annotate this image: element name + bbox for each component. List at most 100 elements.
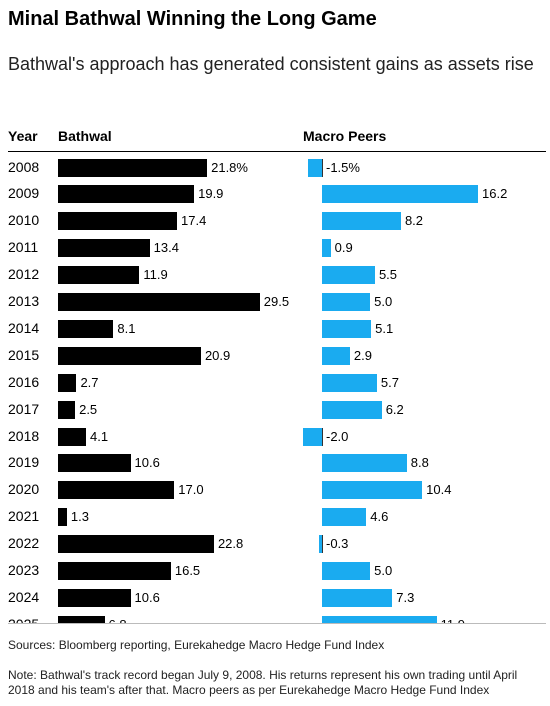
peers-value-label: 5.0: [374, 563, 393, 578]
peers-value-label: 10.4: [426, 482, 452, 498]
chart-subtitle: Bathwal's approach has generated consist…: [8, 54, 534, 74]
year-label: 2011: [8, 239, 39, 256]
year-label: 2014: [8, 319, 40, 336]
peers-value-label: 7.3: [396, 589, 415, 605]
bathwal-value-label: 2.5: [79, 401, 98, 417]
bathwal-bar: [58, 158, 208, 177]
bathwal-value-label: 20.9: [204, 347, 231, 363]
peers-bar: [322, 185, 478, 204]
peers-bar: [322, 400, 382, 419]
bathwal-bar: [58, 293, 260, 311]
bathwal-bar: [58, 427, 87, 446]
year-label: 2025: [8, 615, 40, 624]
year-label: 2019: [8, 454, 40, 471]
bathwal-value-label: 6.8: [109, 617, 127, 624]
year-label: 2009: [8, 185, 40, 202]
year-label: 2013: [8, 293, 40, 309]
bathwal-bar: [58, 185, 195, 204]
bathwal-value-label: 11.9: [143, 267, 168, 283]
peers-column-header: Macro Peers: [303, 128, 387, 144]
peers-bar: [307, 158, 322, 177]
header-rule: [8, 151, 546, 152]
peers-value-label: -2.0: [326, 428, 349, 444]
axis-tick: [322, 535, 323, 554]
chart-body: 2008 21.8% -1.5% 2009 19.9 16.2 2010 17.4 8.2 201…: [0, 152, 550, 624]
year-label: 2018: [8, 427, 40, 444]
axis-tick: [322, 158, 323, 177]
source-note: Sources: Bloomberg reporting, Eurekahedg…: [8, 638, 385, 652]
bathwal-bar: [58, 615, 105, 624]
bathwal-value-label: 2.7: [80, 374, 99, 390]
year-label: 2016: [8, 373, 40, 390]
bathwal-value-label: 8.1: [117, 320, 136, 336]
bathwal-bar: [58, 588, 131, 607]
footer-rule: [8, 623, 546, 624]
peers-value-label: 5.7: [380, 374, 399, 390]
bathwal-bar: [58, 535, 214, 554]
peers-bar: [322, 615, 437, 624]
peers-bar: [322, 319, 372, 338]
peers-value-label: 8.8: [410, 455, 429, 471]
peers-bar: [322, 481, 423, 500]
peers-value-label: 8.2: [404, 213, 424, 229]
bathwal-value-label: 10.6: [134, 455, 160, 471]
peers-bar: [322, 293, 371, 311]
year-label: 2015: [8, 346, 40, 363]
peers-value-label: 6.2: [385, 401, 404, 417]
bathwal-bar: [58, 454, 131, 473]
peers-value-label: 16.2: [482, 186, 508, 202]
bathwal-value-label: 4.1: [90, 428, 109, 444]
peers-bar: [322, 212, 401, 231]
bathwal-bar: [58, 212, 178, 231]
peers-bar: [319, 535, 322, 554]
year-label: 2022: [8, 535, 40, 552]
bathwal-value-label: 16.5: [174, 563, 201, 578]
peers-value-label: 2.9: [353, 347, 372, 363]
year-label: 2012: [8, 266, 40, 283]
axis-tick: [322, 427, 323, 446]
bathwal-bar: [58, 266, 140, 285]
bathwal-bar: [58, 346, 201, 365]
bathwal-column-header: Bathwal: [58, 128, 112, 144]
bathwal-bar: [58, 508, 67, 527]
peers-value-label: -1.5%: [326, 159, 360, 175]
peers-bar: [322, 508, 367, 527]
chart-title: Minal Bathwal Winning the Long Game: [8, 8, 377, 30]
peers-bar: [322, 588, 393, 607]
year-label: 2020: [8, 481, 40, 498]
year-label: 2021: [8, 508, 40, 525]
peers-value-label: 5.1: [375, 320, 394, 336]
bathwal-value-label: 1.3: [70, 509, 89, 525]
peers-bar: [322, 373, 377, 392]
year-label: 2010: [8, 212, 40, 229]
year-label: 2017: [8, 400, 40, 417]
bathwal-bar: [58, 400, 76, 419]
bathwal-value-label: 19.9: [198, 186, 224, 202]
peers-value-label: 11.9: [441, 617, 465, 624]
peers-bar: [322, 562, 371, 580]
peers-bar: [322, 266, 375, 285]
bathwal-bar: [58, 481, 175, 500]
peers-bar: [322, 239, 331, 258]
footnote: Note: Bathwal's track record began July …: [8, 668, 518, 697]
bathwal-value-label: 29.5: [263, 294, 290, 309]
peers-value-label: 0.9: [334, 240, 353, 256]
bathwal-value-label: 21.8%: [211, 159, 248, 175]
bathwal-value-label: 17.0: [178, 482, 204, 498]
year-label: 2023: [8, 562, 40, 578]
peers-bar: [302, 427, 322, 446]
year-label: 2024: [8, 588, 40, 605]
peers-value-label: -0.3: [326, 536, 349, 552]
bathwal-value-label: 17.4: [181, 213, 207, 229]
peers-bar: [322, 346, 350, 365]
peers-value-label: 5.5: [378, 267, 398, 283]
bathwal-bar: [58, 239, 150, 258]
bathwal-bar: [58, 562, 171, 580]
bathwal-bar: [58, 373, 77, 392]
bathwal-bar: [58, 319, 114, 338]
peers-value-label: 5.0: [374, 294, 393, 309]
peers-bar: [322, 454, 407, 473]
bathwal-value-label: 22.8: [217, 536, 244, 552]
bathwal-value-label: 13.4: [153, 240, 179, 256]
peers-value-label: 4.6: [370, 509, 389, 525]
